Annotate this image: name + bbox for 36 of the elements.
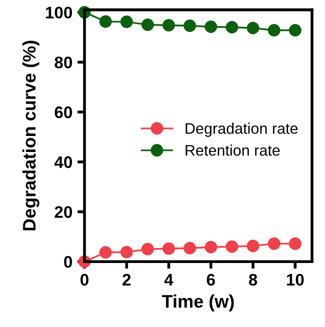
x-tick-label: 8 (248, 274, 258, 286)
y-tick-label: 40 (54, 156, 72, 168)
y-tick-label: 60 (54, 106, 72, 118)
x-tick-label: 4 (164, 274, 174, 286)
point (120, 246, 133, 258)
point (204, 20, 218, 34)
point (268, 24, 280, 37)
y-tick-label: 80 (54, 56, 72, 68)
x-tick-label: 6 (206, 274, 215, 286)
point (99, 15, 112, 28)
point (162, 19, 176, 32)
point (226, 21, 238, 34)
point (246, 22, 260, 34)
x-axis-title: Time (w) (162, 294, 234, 312)
point (226, 240, 238, 253)
y-tick-label: 100 (46, 6, 72, 19)
legend-label: Degradation rate (186, 122, 298, 137)
point (204, 240, 218, 254)
y-axis-title: Degradation curve (%) (22, 40, 40, 230)
x-tick-label: 0 (80, 274, 88, 286)
point (288, 24, 302, 37)
point (184, 20, 196, 32)
point (141, 18, 154, 32)
point (184, 242, 196, 254)
point (141, 242, 154, 256)
point (120, 16, 133, 28)
x-tick-label: 2 (122, 274, 131, 286)
x-tick-label: 10 (286, 274, 304, 286)
point (288, 237, 302, 250)
point (99, 246, 112, 259)
point (268, 237, 280, 250)
legend-label: Retention rate (186, 144, 280, 156)
y-tick-label: 0 (64, 256, 72, 268)
point (246, 240, 260, 252)
y-tick-label: 20 (54, 206, 72, 218)
point (162, 242, 176, 255)
